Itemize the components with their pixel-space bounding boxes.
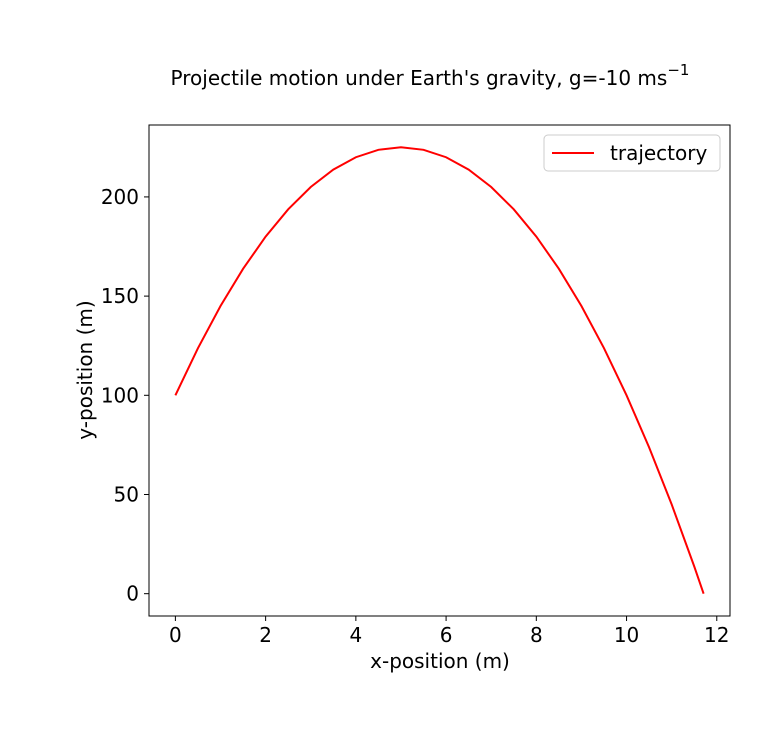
x-tick-label: 6 bbox=[440, 623, 453, 647]
title-exponent: −1 bbox=[667, 61, 689, 79]
x-tick-label: 8 bbox=[530, 623, 543, 647]
title-text: Projectile motion under Earth's gravity,… bbox=[171, 66, 668, 90]
y-tick-label: 50 bbox=[114, 482, 139, 506]
x-tick-label: 2 bbox=[259, 623, 272, 647]
y-axis-label: y-position (m) bbox=[73, 300, 97, 439]
y-tick-label: 200 bbox=[101, 185, 139, 209]
legend-box bbox=[543, 134, 721, 172]
trajectory-line bbox=[174, 146, 705, 595]
x-tick-label: 4 bbox=[349, 623, 362, 647]
x-tick-label: 12 bbox=[704, 623, 729, 647]
legend: trajectory bbox=[543, 134, 721, 172]
y-tick-label: 100 bbox=[101, 383, 139, 407]
legend-label: trajectory bbox=[610, 141, 707, 165]
chart-title: Projectile motion under Earth's gravity,… bbox=[171, 61, 690, 90]
y-tick-label: 0 bbox=[126, 582, 139, 606]
x-axis-label: x-position (m) bbox=[370, 649, 510, 673]
plot-frame bbox=[148, 124, 731, 617]
x-tick-label: 10 bbox=[614, 623, 639, 647]
y-tick-label: 150 bbox=[101, 284, 139, 308]
x-tick-label: 0 bbox=[169, 623, 182, 647]
